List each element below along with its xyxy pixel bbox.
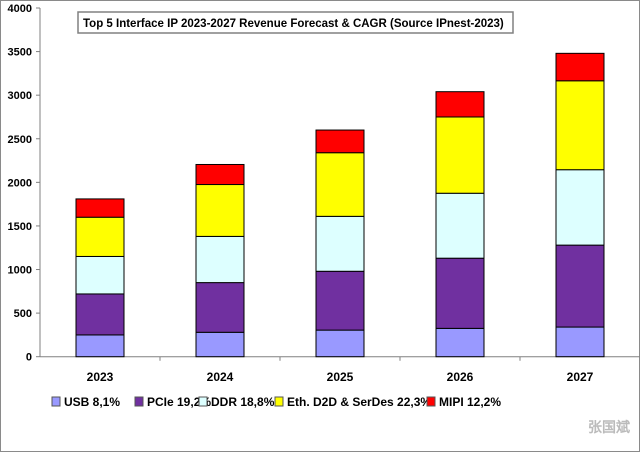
x-tick-label: 2025 bbox=[327, 370, 354, 384]
bar-segment bbox=[435, 192, 485, 259]
bar-segment bbox=[555, 52, 605, 82]
bar-segment bbox=[435, 257, 485, 329]
bar-segment bbox=[75, 255, 125, 295]
watermark-logo: 张国斌 bbox=[588, 419, 630, 435]
legend-label: Eth. D2D & SerDes 22,3% bbox=[287, 395, 431, 409]
bar-segment bbox=[435, 91, 485, 118]
bar-segment bbox=[195, 184, 245, 237]
y-tick-label: 0 bbox=[26, 352, 32, 364]
bar-segment bbox=[315, 329, 365, 358]
bar-segment bbox=[555, 326, 605, 358]
legend-swatch bbox=[51, 396, 61, 407]
bar-segment bbox=[555, 80, 605, 171]
y-tick-label: 1500 bbox=[8, 221, 32, 233]
bar-segment bbox=[75, 216, 125, 257]
title-box bbox=[77, 11, 514, 34]
y-tick-label: 3500 bbox=[8, 47, 32, 59]
bar-segment bbox=[195, 331, 245, 358]
chart-title: Top 5 Interface IP 2023-2027 Revenue For… bbox=[83, 18, 504, 30]
bar-segment bbox=[315, 129, 365, 154]
x-tick-label: 2023 bbox=[87, 370, 114, 384]
bar-segment bbox=[195, 282, 245, 333]
bar-segment bbox=[435, 327, 485, 358]
legend-label: USB 8,1% bbox=[64, 395, 120, 409]
bar-segment bbox=[75, 334, 125, 358]
bar-segment bbox=[555, 244, 605, 328]
legend-swatch bbox=[198, 396, 208, 407]
bar-segment bbox=[75, 293, 125, 336]
bar-segment bbox=[315, 215, 365, 272]
legend-label: PCIe 19,2% bbox=[147, 395, 211, 409]
y-tick-label: 1000 bbox=[8, 265, 32, 277]
y-tick-label: 2500 bbox=[8, 134, 32, 146]
bar-segment bbox=[315, 152, 365, 217]
bar-segment bbox=[195, 235, 245, 284]
legend-swatch bbox=[274, 396, 284, 407]
legend-swatch bbox=[134, 396, 144, 407]
legend-label: DDR 18,8% bbox=[211, 395, 275, 409]
bar-segment bbox=[75, 198, 125, 218]
y-tick-label: 3000 bbox=[8, 90, 32, 102]
y-tick-label: 500 bbox=[14, 308, 32, 320]
legend-label: MIPI 12,2% bbox=[439, 395, 501, 409]
bar-segment bbox=[195, 163, 245, 186]
y-tick-label: 4000 bbox=[8, 3, 32, 15]
x-tick-label: 2027 bbox=[567, 370, 594, 384]
x-tick-label: 2024 bbox=[207, 370, 234, 384]
bar-segment bbox=[555, 169, 605, 246]
legend-swatch bbox=[426, 396, 436, 407]
bar-segment bbox=[435, 116, 485, 194]
y-tick-label: 2000 bbox=[8, 177, 32, 189]
bar-segment bbox=[315, 270, 365, 331]
x-tick-label: 2026 bbox=[447, 370, 474, 384]
